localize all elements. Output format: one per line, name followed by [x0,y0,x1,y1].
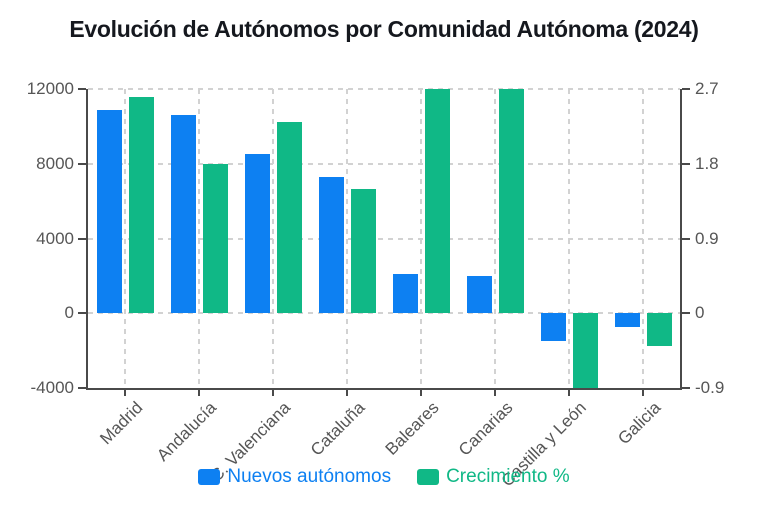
y-axis-line-left [86,89,88,390]
legend-item-crecimiento[interactable]: Crecimiento % [417,466,570,488]
bar-crecimiento-0[interactable] [128,97,154,314]
bar-crecimiento-4[interactable] [424,89,450,314]
x-axis-tick-mark [346,388,348,396]
bar-nuevos-autonomos-5[interactable] [466,275,492,314]
y-axis-right-tick-mark [682,387,690,389]
chart-legend: Nuevos autónomos Crecimiento % [0,462,768,492]
y-axis-left-tick-label: 4000 [36,228,74,248]
legend-swatch-icon [198,469,221,485]
x-axis-tick-mark [124,388,126,396]
x-axis-category-label: Cataluña [306,398,369,460]
x-axis-tick-mark [272,388,274,396]
bar-nuevos-autonomos-4[interactable] [392,274,418,314]
legend-label: Nuevos autónomos [227,466,392,487]
grid-line-vertical [346,89,348,388]
grid-line-horizontal [88,237,680,240]
grid-line-horizontal [88,88,680,90]
y-axis-left-tick-label: 0 [64,303,74,323]
x-axis-tick-mark [198,388,200,396]
grid-line-vertical [420,89,422,388]
y-axis-left-tick-mark [78,237,86,240]
y-axis-right-tick-mark [682,162,690,165]
bar-crecimiento-6[interactable] [572,313,598,388]
x-axis-line [86,388,682,390]
x-axis-category-label: Madrid [96,398,147,449]
grid-line-vertical [494,89,496,388]
bar-nuevos-autonomos-0[interactable] [96,109,122,314]
grid-line-vertical [568,89,570,388]
x-axis-category-label: Canarias [454,398,517,460]
y-axis-right-tick-mark [682,88,690,90]
bar-crecimiento-7[interactable] [646,313,672,347]
bar-nuevos-autonomos-1[interactable] [170,115,196,314]
grid-line-horizontal [88,162,680,165]
y-axis-left-tick-mark [78,162,86,165]
x-axis-category-label: Galicia [614,398,665,449]
y-axis-right-tick-label: 0.9 [695,228,719,248]
bar-crecimiento-2[interactable] [276,122,302,314]
y-axis-right-tick-label: -0.9 [695,378,725,397]
y-axis-right-tick-label: 1.8 [695,153,719,173]
legend-item-nuevos-autonomos[interactable]: Nuevos autónomos [198,466,391,488]
y-axis-left-tick-mark [78,88,86,90]
bar-nuevos-autonomos-6[interactable] [540,313,566,342]
y-axis-right-tick-mark [682,312,690,315]
x-axis-tick-mark [642,388,644,396]
chart-title: Evolución de Autónomos por Comunidad Aut… [69,16,699,42]
x-axis-tick-mark [420,388,422,396]
grid-line-vertical [198,89,200,388]
x-axis-tick-mark [494,388,496,396]
y-axis-left-tick-mark [78,387,86,389]
y-axis-left-tick-label: 12000 [26,79,74,98]
y-axis-right-tick-mark [682,237,690,240]
grid-line-vertical [642,89,644,388]
x-axis-tick-mark [568,388,570,396]
x-axis-category-label: Andalucía [153,398,221,465]
legend-label: Crecimiento % [446,466,570,487]
bar-crecimiento-1[interactable] [202,163,228,314]
y-axis-line-right [680,89,682,390]
legend-swatch-icon [417,469,440,485]
grid-line-vertical [124,89,126,388]
y-axis-right-tick-label: 2.7 [695,79,719,98]
grid-line-vertical [272,89,274,388]
bar-nuevos-autonomos-3[interactable] [318,176,344,314]
y-axis-left-tick-label: 8000 [36,153,74,173]
bar-crecimiento-3[interactable] [350,188,376,314]
y-axis-right-tick-label: 0 [695,303,705,323]
x-axis-category-label: Baleares [381,398,443,459]
bar-crecimiento-5[interactable] [498,89,524,314]
bar-nuevos-autonomos-7[interactable] [614,313,640,328]
y-axis-left-tick-mark [78,312,86,315]
grid-line-horizontal [88,312,680,315]
bar-nuevos-autonomos-2[interactable] [244,154,270,314]
y-axis-left-tick-label: -4000 [30,378,74,397]
